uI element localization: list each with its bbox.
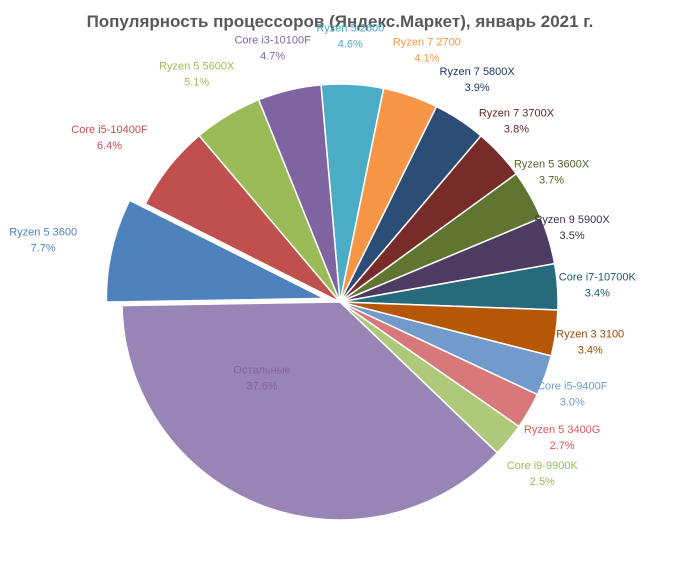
data-label-ryzen-5-3600: Ryzen 5 3600 7.7% — [9, 227, 77, 255]
slice-label-value: 37.6% — [246, 380, 277, 392]
data-label-ryzen-5-3400g: Ryzen 5 3400G 2.7% — [524, 424, 600, 452]
slice-label-value: 6.4% — [97, 140, 122, 152]
pie-slice-ryzen-5-3600 — [105, 199, 325, 303]
slice-label-value: 3.4% — [585, 287, 610, 299]
slice-label-value: 2.7% — [550, 440, 575, 452]
slice-label-name: Ryzen 5 3600X — [514, 159, 590, 171]
slice-label-name: Core i9-9900K — [507, 460, 579, 472]
slice-label-name: Ryzen 9 5900X — [534, 214, 610, 226]
data-label-остальные: Остальные 37.6% — [233, 364, 290, 392]
data-label-ryzen-7-3700x: Ryzen 7 3700X 3.8% — [479, 108, 555, 136]
data-label-ryzen-5-3600x: Ryzen 5 3600X 3.7% — [514, 159, 590, 187]
slice-label-name: Ryzen 3 3100 — [556, 328, 624, 340]
data-label-ryzen-7-2700: Ryzen 7 2700 4.1% — [393, 36, 461, 64]
slice-label-value: 3.4% — [578, 344, 603, 356]
slice-label-name: Ryzen 5 3600 — [9, 227, 77, 239]
slice-label-name: Остальные — [233, 364, 290, 376]
slice-label-name: Core i3-10100F — [234, 34, 311, 46]
slice-label-value: 4.6% — [338, 38, 363, 50]
slice-label-value: 4.1% — [414, 52, 439, 64]
pie-slice-остальные — [121, 301, 499, 521]
slice-label-value: 3.8% — [504, 124, 529, 136]
data-label-core-i3-10100f: Core i3-10100F 4.7% — [234, 34, 311, 62]
data-label-ryzen-3-3100: Ryzen 3 3100 3.4% — [556, 328, 624, 356]
slice-label-value: 4.7% — [260, 50, 285, 62]
data-label-core-i5-9400f: Core i5-9400F 3.0% — [537, 380, 608, 408]
data-label-core-i7-10700k: Core i7-10700K 3.4% — [559, 271, 637, 299]
slice-label-name: Ryzen 7 3700X — [479, 108, 555, 120]
slice-label-name: Ryzen 5 2600 — [316, 22, 384, 34]
slice-label-value: 2.5% — [530, 476, 555, 488]
slice-label-name: Ryzen 7 2700 — [393, 36, 461, 48]
data-label-core-i9-9900k: Core i9-9900K 2.5% — [507, 460, 579, 488]
data-label-ryzen-5-5600x: Ryzen 5 5600X 5.1% — [159, 60, 235, 88]
data-label-ryzen-7-5800x: Ryzen 7 5800X 3.9% — [440, 66, 516, 94]
slice-label-value: 3.9% — [465, 82, 490, 94]
slice-label-value: 7.7% — [31, 243, 56, 255]
slice-label-name: Core i5-10400F — [71, 124, 148, 136]
chart-title: Популярность процессоров (Яндекс.Маркет)… — [86, 12, 594, 31]
slice-label-value: 3.7% — [539, 175, 564, 187]
data-label-ryzen-5-2600: Ryzen 5 2600 4.6% — [316, 22, 384, 50]
pie-slice-core-i3-10100f — [257, 84, 341, 303]
slice-label-value: 3.5% — [560, 230, 585, 242]
slice-label-name: Ryzen 7 5800X — [440, 66, 516, 78]
slice-label-name: Core i7-10700K — [559, 271, 637, 283]
slice-label-name: Ryzen 5 3400G — [524, 424, 600, 436]
slice-label-value: 5.1% — [184, 76, 209, 88]
data-label-core-i5-10400f: Core i5-10400F 6.4% — [71, 124, 148, 152]
slice-label-name: Core i5-9400F — [537, 380, 608, 392]
slices-layer — [105, 83, 559, 521]
data-label-ryzen-9-5900x: Ryzen 9 5900X 3.5% — [534, 214, 610, 242]
slice-label-name: Ryzen 5 5600X — [159, 60, 235, 72]
slice-label-value: 3.0% — [560, 396, 585, 408]
